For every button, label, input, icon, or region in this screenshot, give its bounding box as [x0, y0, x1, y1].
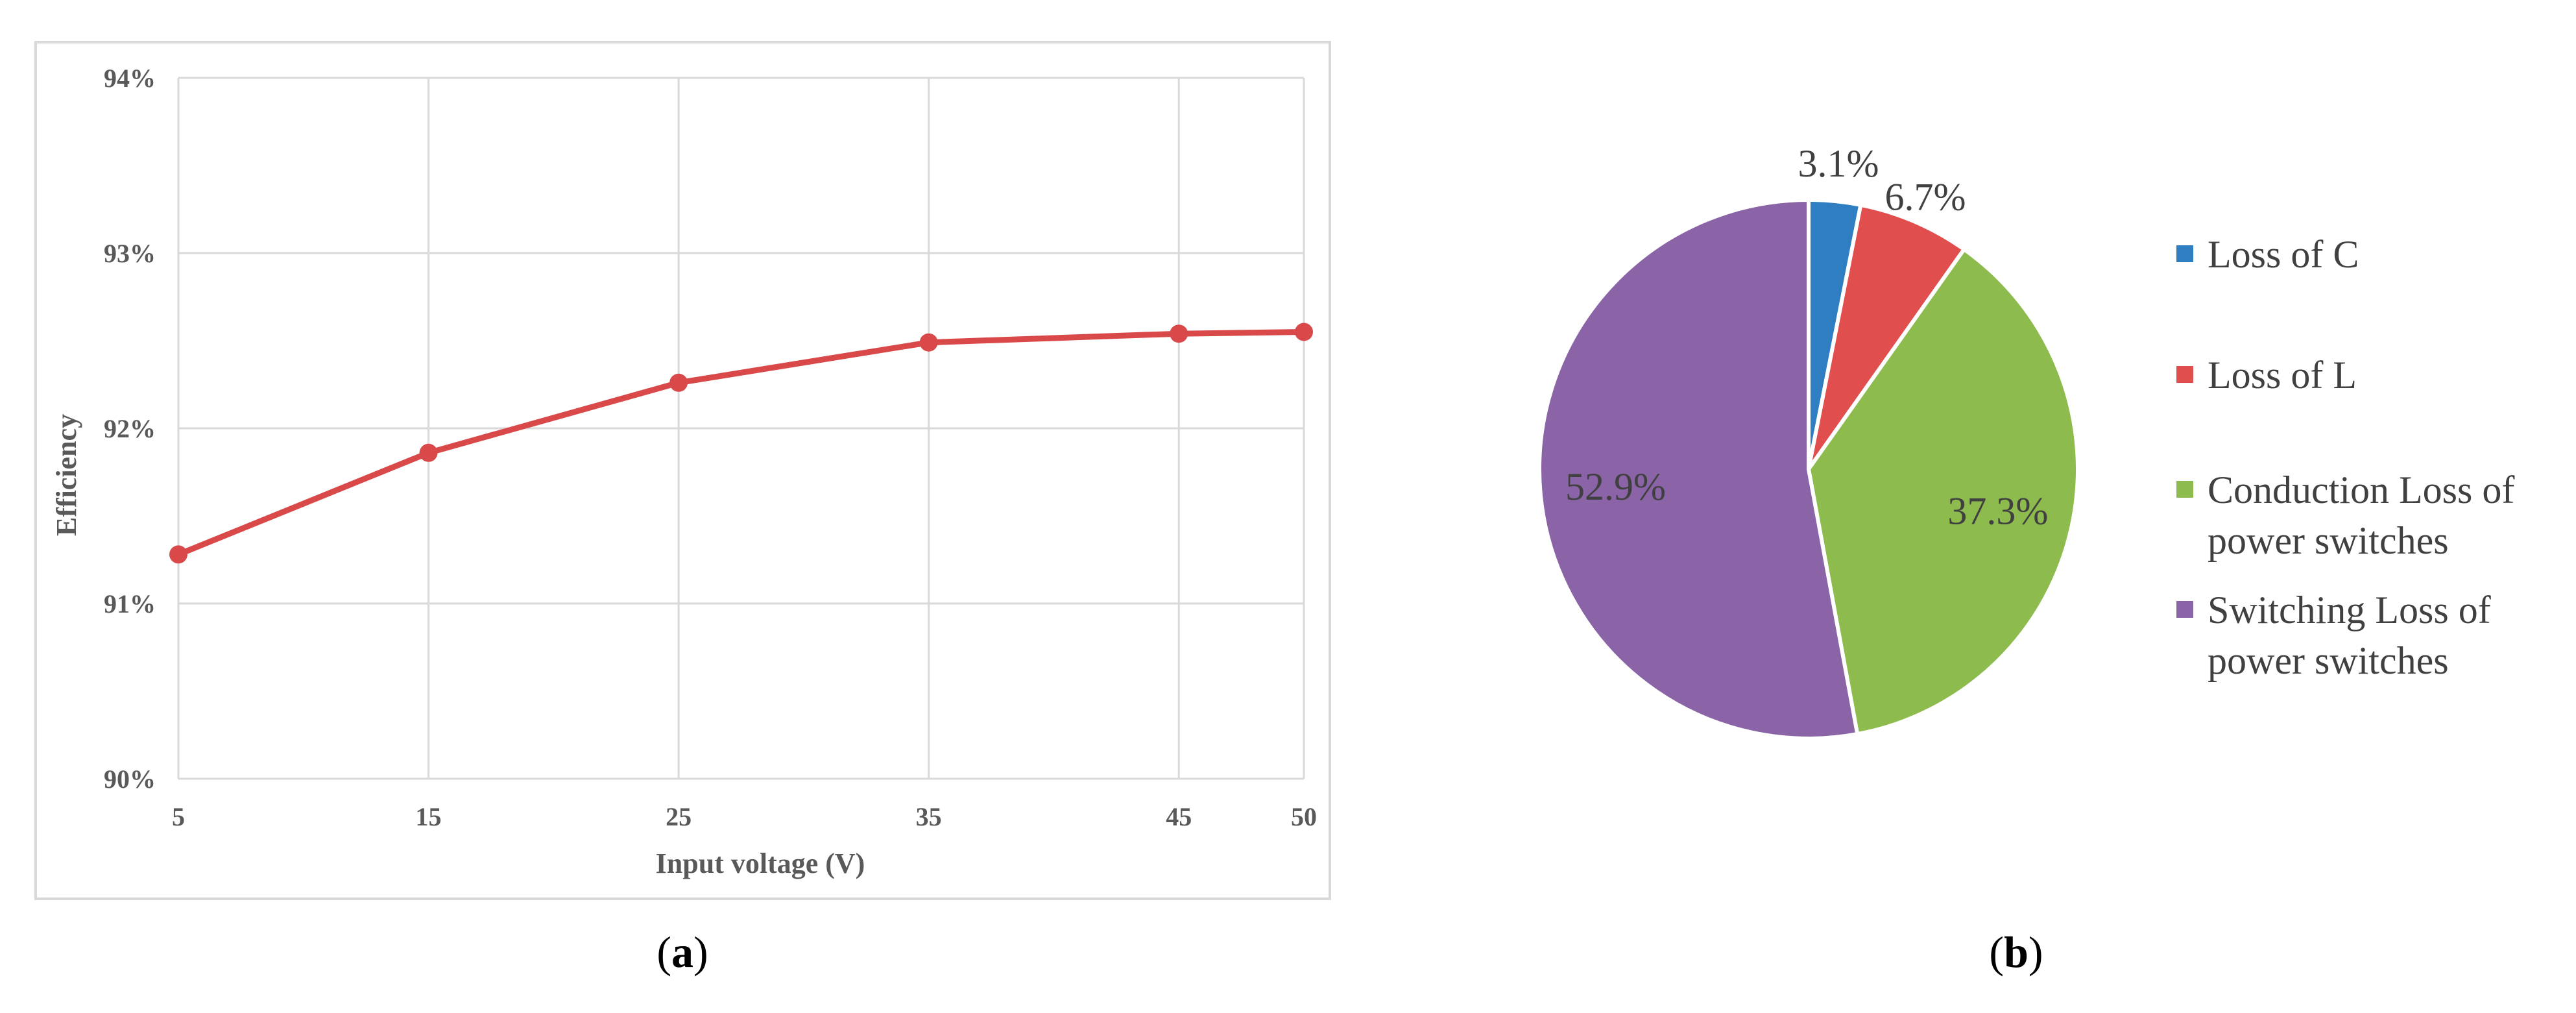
pie-slice	[1806, 247, 2080, 737]
legend-label-line: Conduction Loss of	[2208, 469, 2514, 511]
x-axis-title: Input voltage (V)	[656, 848, 865, 879]
y-axis-title: Efficiency	[51, 414, 82, 536]
data-point	[1295, 323, 1313, 341]
panel-label-b-letter: b	[2004, 927, 2028, 977]
panel-label-b-close: )	[2028, 927, 2043, 977]
y-tick-label: 94%	[104, 64, 156, 93]
panel-label-b-open: (	[1989, 927, 2004, 977]
legend-label-line: power switches	[2208, 519, 2449, 562]
x-tick-label: 45	[1166, 802, 1192, 831]
pie-value-label: 37.3%	[1947, 489, 2048, 532]
pie-legend: Loss of C Loss of L Conduction Loss of powe…	[2176, 233, 2514, 682]
legend-label: Conduction Loss of power switches	[2208, 469, 2514, 562]
legend-label-line: Loss of C	[2208, 233, 2359, 276]
data-point	[1170, 324, 1188, 343]
data-point	[669, 373, 688, 392]
x-gridlines	[177, 78, 1305, 779]
x-tick-label: 50	[1291, 802, 1317, 831]
panel-label-a: (a)	[656, 927, 708, 977]
y-tick-label: 93%	[104, 239, 156, 268]
x-tick-label: 35	[916, 802, 942, 831]
chart-area-border	[34, 41, 1331, 900]
pie-slice	[1537, 197, 1860, 740]
x-tick-labels: 5 15 25 35 45 50	[172, 802, 1317, 831]
x-tick-label: 5	[172, 802, 185, 831]
x-tick-label: 15	[416, 802, 442, 831]
panel-label-a-letter: a	[671, 927, 693, 977]
data-point	[919, 333, 938, 352]
y-gridlines	[178, 77, 1304, 780]
pie-value-labels: 3.1%6.7% 37.3% 52.9%	[1565, 142, 2048, 532]
data-point	[419, 443, 438, 462]
efficiency-series	[169, 323, 1313, 564]
panel-label-a-open: (	[656, 927, 671, 977]
y-tick-label: 92%	[104, 414, 156, 443]
legend-swatch	[2176, 481, 2193, 498]
legend-label-line: power switches	[2208, 639, 2449, 682]
x-tick-label: 25	[666, 802, 692, 831]
legend-label-line: Loss of L	[2208, 354, 2357, 397]
legend-swatch	[2176, 366, 2193, 383]
pie-value-label: 52.9%	[1565, 465, 1666, 508]
pie-value-label: 6.7%	[1884, 175, 1966, 218]
legend-label: Loss of C	[2208, 233, 2359, 276]
legend-swatch	[2176, 601, 2193, 618]
pie-slices	[1537, 197, 2080, 740]
pie-slice	[1807, 202, 1967, 470]
efficiency-line-chart: 90% 91% 92% 93% 94% 5 15 25 35 45 50 Input voltag…	[34, 41, 1331, 900]
data-point	[169, 545, 187, 564]
loss-pie-chart: 3.1%6.7% 37.3% 52.9% Loss of C Loss of L Con…	[1537, 142, 2514, 740]
legend-label-line: Switching Loss of	[2208, 589, 2491, 631]
efficiency-series-line	[175, 329, 1307, 557]
legend-swatch	[2176, 245, 2193, 262]
legend-label: Loss of L	[2208, 354, 2357, 397]
y-tick-label: 90%	[104, 764, 156, 794]
panel-label-b: (b)	[1989, 927, 2043, 977]
pie-value-label: 3.1%	[1798, 142, 1879, 185]
legend-label: Switching Loss of power switches	[2208, 589, 2491, 682]
panel-label-a-close: )	[693, 927, 708, 977]
y-tick-labels: 90% 91% 92% 93% 94%	[104, 64, 156, 794]
y-tick-label: 91%	[104, 589, 156, 618]
